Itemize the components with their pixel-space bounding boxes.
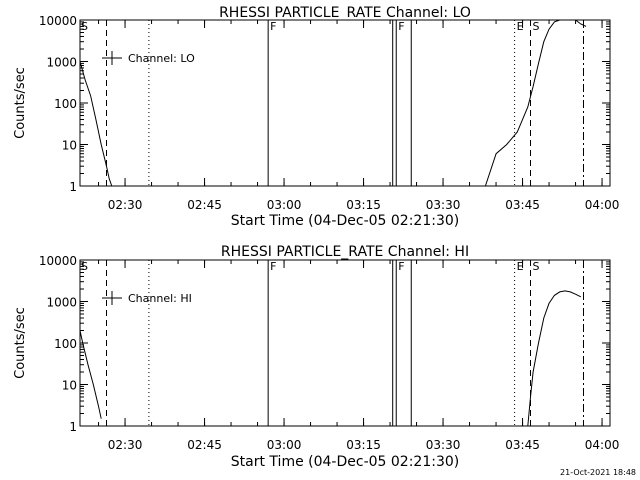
event-marker-E: E (517, 260, 524, 273)
x-tick-label: 03:45 (505, 438, 540, 452)
y-tick-label: 1000 (46, 296, 77, 310)
chart-panel-1: RHESSI PARTICLE_RATE Channel: LO 1 10 100 10… (13, 5, 619, 229)
y-axis-label: Counts/sec (13, 307, 28, 379)
event-marker-F: F (270, 260, 276, 273)
event-marker-E: E (517, 20, 524, 33)
event-marker-F: F (270, 20, 276, 33)
y-tick-label: 10 (62, 139, 77, 153)
y-tick-label: 1 (69, 420, 77, 434)
x-tick-label: 02:45 (187, 438, 222, 452)
legend-label: Channel: HI (128, 292, 192, 305)
x-axis-label: Start Time (04-Dec-05 02:21:30) (231, 454, 459, 470)
y-tick-label: 10000 (39, 14, 77, 28)
y-tick-label: 100 (54, 337, 77, 351)
event-marker-edge: S (81, 20, 88, 33)
y-tick-label: 1 (69, 180, 77, 194)
x-tick-label: 02:45 (187, 198, 222, 212)
data-series-line-2 (484, 19, 587, 187)
x-tick-label: 03:45 (505, 198, 540, 212)
x-tick-label: 03:30 (426, 438, 461, 452)
y-tick-label: 1000 (46, 56, 77, 70)
x-tick-label: 04:00 (585, 438, 620, 452)
y-axis-label: Counts/sec (13, 67, 28, 139)
y-tick-label: 10000 (39, 254, 77, 268)
data-series-line-1 (79, 330, 102, 419)
data-series-line-1 (79, 61, 113, 187)
y-tick-label: 10 (62, 379, 77, 393)
x-tick-label: 03:15 (346, 198, 381, 212)
x-tick-label: 02:30 (108, 438, 143, 452)
event-marker-F: F (398, 260, 404, 273)
x-axis-label: Start Time (04-Dec-05 02:21:30) (231, 213, 459, 229)
event-marker-edge: S (81, 260, 88, 273)
x-tick-label: 02:30 (108, 198, 143, 212)
data-series-line-2 (527, 290, 582, 427)
event-marker-S: S (533, 260, 540, 273)
x-tick-label: 04:00 (585, 198, 620, 212)
chart-title: RHESSI PARTICLE_RATE Channel: LO (219, 5, 471, 21)
x-tick-label: 03:30 (426, 198, 461, 212)
legend-label: Channel: LO (128, 52, 195, 65)
event-marker-S: S (533, 20, 540, 33)
x-tick-label: 03:00 (267, 198, 302, 212)
chart-panel-2: RHESSI PARTICLE_RATE Channel: HI 1 10 100 10… (13, 244, 619, 470)
x-tick-label: 03:00 (267, 438, 302, 452)
plot-timestamp: 21-Oct-2021 18:48 (560, 468, 636, 477)
x-tick-label: 03:15 (346, 438, 381, 452)
event-marker-F: F (398, 20, 404, 33)
chart-title: RHESSI PARTICLE_RATE Channel: HI (221, 244, 469, 260)
y-tick-label: 100 (54, 97, 77, 111)
